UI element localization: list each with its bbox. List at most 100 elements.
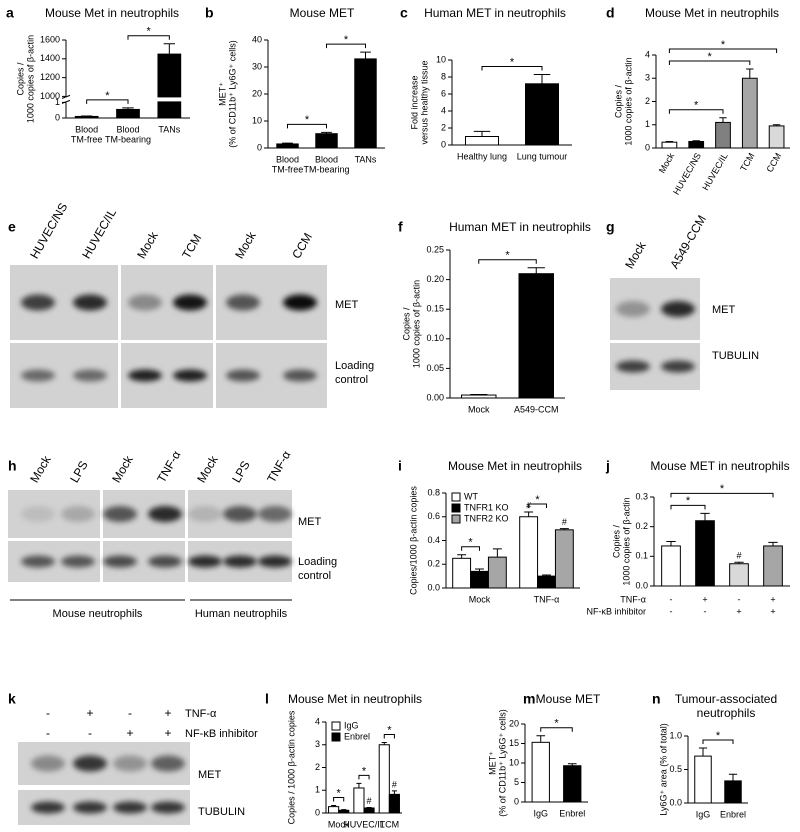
y-tick-label: 15: [509, 738, 519, 748]
marker-label: #: [736, 551, 741, 561]
y-tick-label: 10: [436, 54, 446, 64]
condition-sign: +: [736, 606, 741, 616]
y-tick-label: 0.10: [426, 333, 444, 343]
significance-label: *: [505, 250, 510, 262]
significance-bracket: [326, 43, 366, 49]
row-label: TUBULIN: [712, 350, 759, 362]
y-tick-label: 4: [315, 716, 320, 726]
significance-label: *: [535, 494, 540, 506]
chart-title: Mouse Met in neutrophils: [45, 6, 179, 20]
blot-band: [258, 555, 292, 568]
blot-band: [258, 506, 292, 522]
x-tick-label: Mock: [469, 594, 491, 604]
error-bar: [473, 130, 491, 137]
panel-letter: k: [8, 691, 16, 707]
blot-band: [661, 301, 695, 317]
error-bar: [163, 43, 176, 55]
condition-name: TNF-α: [185, 708, 217, 720]
lane-label: Mock: [134, 228, 161, 261]
row-label: MET: [712, 304, 736, 316]
error-bar: [492, 548, 502, 558]
blot-band: [113, 801, 147, 814]
condition-sign: -: [128, 706, 132, 720]
significance-label: *: [707, 51, 712, 63]
condition-sign: -: [704, 606, 707, 616]
significance-bracket: [461, 546, 480, 551]
bar: [695, 520, 715, 587]
bar: [531, 741, 550, 803]
significance-bracket: [478, 259, 537, 264]
lane-label: A549-CCM: [667, 213, 709, 271]
condition-sign: +: [702, 594, 707, 604]
x-tick-label: Blood: [276, 154, 299, 164]
bar: [378, 744, 390, 814]
y-tick-label: 0: [257, 142, 262, 152]
y-tick-label: 40: [252, 34, 262, 44]
y-axis-label: Copies /: [401, 307, 411, 341]
x-tick-label: Enbrel: [559, 808, 585, 818]
x-tick-label: IgG: [533, 808, 548, 818]
bar: [363, 807, 375, 814]
x-tick-label: Enbrel: [720, 809, 746, 819]
bar: [661, 141, 678, 149]
y-axis-label: Copies /: [613, 85, 623, 119]
y-axis-label: 1000 copies of β-actin: [623, 57, 633, 145]
row-label: control: [335, 374, 368, 386]
y-tick-label: 0.2: [635, 521, 648, 531]
bar: [470, 570, 489, 589]
y-tick-label: 0.00: [426, 392, 444, 402]
row-label: control: [298, 570, 331, 582]
error-bar: [698, 747, 708, 757]
significance-bracket: [127, 35, 170, 40]
y-tick-label: 0.3: [635, 491, 648, 501]
blot-band: [283, 369, 317, 382]
error-bar: [567, 763, 577, 766]
legend-swatch: [451, 492, 461, 502]
bar: [537, 575, 556, 589]
bar: [452, 557, 472, 589]
bar: [465, 136, 499, 146]
bar: [328, 806, 340, 814]
y-tick-label: 1200: [40, 72, 60, 82]
condition-sign: +: [126, 726, 133, 740]
x-tick-label: Lung tumour: [517, 151, 568, 161]
bar: [518, 273, 554, 399]
y-tick-label: 20: [252, 88, 262, 98]
error-bar: [356, 782, 362, 788]
y-axis-label: Copies / 1000 β-actin copies: [286, 710, 296, 824]
significance-bracket: [668, 109, 724, 114]
blot-band: [21, 294, 55, 311]
x-tick-label: CCM: [764, 151, 783, 174]
significance-label: *: [337, 787, 342, 799]
lane-label: TCM: [179, 232, 204, 262]
lane-label: Mock: [109, 452, 136, 485]
x-tick-label: HUVEC/IL: [343, 819, 385, 829]
bar: [519, 516, 539, 589]
condition-sign: +: [770, 594, 775, 604]
lane-label: LPS: [67, 458, 90, 485]
y-tick-label: 5: [514, 777, 519, 787]
panel-letter: l: [265, 691, 269, 707]
blot-band: [148, 506, 182, 522]
y-axis-label: versus healthy tissue: [419, 60, 429, 144]
chart-title: Mouse Met in neutrophils: [288, 692, 422, 706]
bar: [554, 529, 574, 589]
x-tick-label: TANs: [355, 154, 377, 164]
bar: [353, 787, 365, 814]
error-bar: [470, 393, 488, 396]
legend-swatch: [451, 503, 461, 513]
significance-bracket: [668, 48, 778, 53]
error-bar: [746, 68, 754, 79]
bar: [157, 53, 182, 119]
chart-title: Mouse MET: [290, 6, 355, 20]
bar: [116, 108, 140, 119]
error-bar: [475, 568, 484, 572]
condition-sign: +: [770, 606, 775, 616]
error-bar: [559, 528, 569, 530]
x-tick-label: TNF-α: [534, 594, 560, 604]
x-tick-label: HUVEC/NS: [671, 151, 703, 196]
x-tick-label: TM-bearing: [105, 134, 151, 144]
y-tick-label: 0: [514, 796, 519, 806]
significance-label: *: [468, 537, 473, 549]
